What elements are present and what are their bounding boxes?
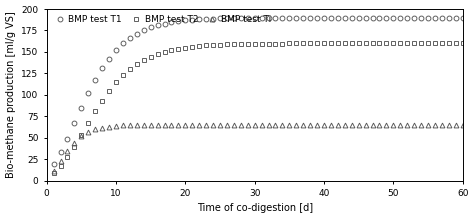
BMP test T1	[307, 16, 313, 19]
BMP test Ti	[460, 124, 465, 126]
BMP test T2	[120, 74, 126, 76]
Line: BMP test T1: BMP test T1	[51, 15, 465, 166]
BMP test Ti	[169, 124, 174, 126]
BMP test T1	[190, 18, 195, 21]
BMP test T2	[155, 53, 161, 55]
BMP test Ti	[120, 124, 126, 127]
BMP test Ti	[307, 124, 313, 126]
BMP test Ti	[155, 124, 161, 126]
BMP test T2	[51, 171, 56, 174]
BMP test T1	[169, 21, 174, 23]
Line: BMP test T2: BMP test T2	[51, 41, 465, 175]
BMP test T1	[120, 42, 126, 45]
BMP test T2	[460, 42, 465, 45]
X-axis label: Time of co-digestion [d]: Time of co-digestion [d]	[197, 203, 313, 214]
BMP test T1	[182, 19, 188, 22]
BMP test T2	[169, 49, 174, 51]
BMP test T2	[307, 42, 313, 45]
Legend: BMP test T1, BMP test T2, BMP test Ti: BMP test T1, BMP test T2, BMP test Ti	[51, 14, 273, 26]
Line: BMP test Ti: BMP test Ti	[51, 122, 465, 173]
Y-axis label: Bio-methane production [ml/g VS]: Bio-methane production [ml/g VS]	[6, 11, 16, 178]
BMP test Ti	[190, 124, 195, 126]
BMP test Ti	[51, 169, 56, 172]
BMP test T1	[155, 24, 161, 26]
BMP test T2	[190, 45, 195, 48]
BMP test T1	[51, 162, 56, 165]
BMP test T2	[182, 46, 188, 49]
BMP test T1	[460, 16, 465, 19]
BMP test Ti	[182, 124, 188, 126]
